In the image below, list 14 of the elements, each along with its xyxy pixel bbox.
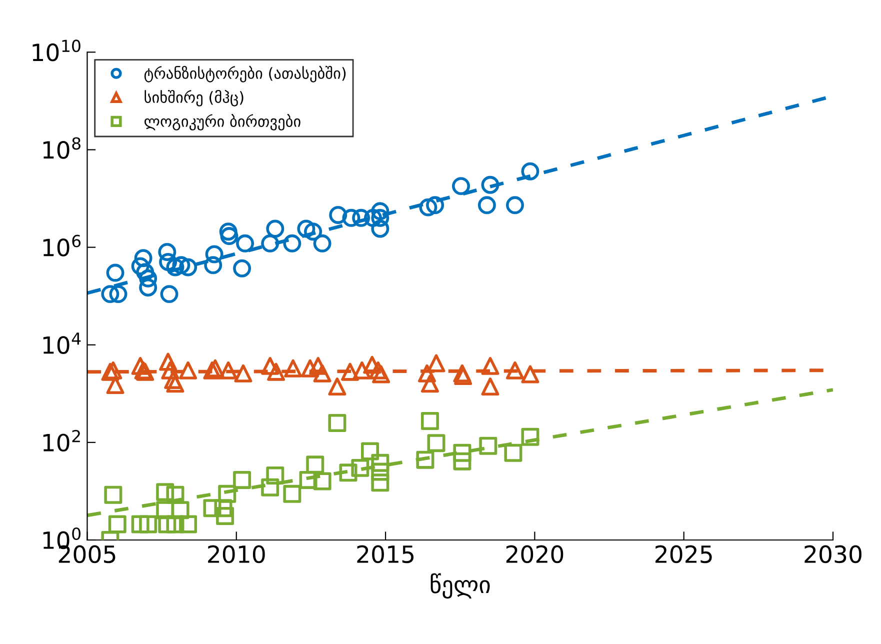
x-tick-label: 2015 xyxy=(357,545,414,564)
x-tick-label: 2025 xyxy=(656,545,712,564)
x-axis-title: წელი xyxy=(430,573,490,599)
legend-label: ტრანზისტორები (ათასებში) xyxy=(144,66,346,82)
legend-label: ლოგიკური ბირთვები xyxy=(144,114,300,130)
x-tick-label: 2030 xyxy=(804,545,862,564)
y-tick-label: 10$^{8}$ xyxy=(43,137,80,159)
x-tick-label: 2020 xyxy=(506,545,564,564)
y-tick-label: 10$^{4}$ xyxy=(43,332,81,354)
y-tick-label: 10$^{6}$ xyxy=(43,234,81,256)
x-tick-label: 2010 xyxy=(208,545,265,564)
y-tick-label: 10$^{10}$ xyxy=(32,40,80,62)
y-tick-label: 10$^{2}$ xyxy=(43,430,80,452)
legend-label: სიხშირე (მჰც) xyxy=(144,90,244,106)
